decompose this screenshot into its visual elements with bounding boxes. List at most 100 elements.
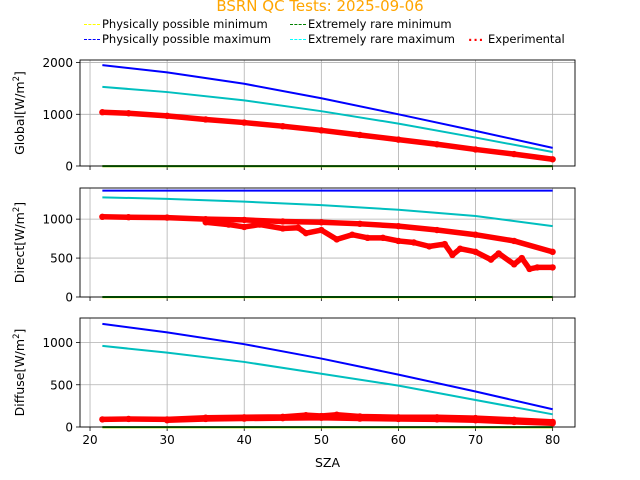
experimental-point — [472, 146, 479, 153]
experimental-point — [256, 221, 263, 228]
experimental-point — [510, 237, 518, 245]
y-tick-label: 2000 — [42, 56, 73, 70]
series-physically-possible-maximum — [102, 322, 553, 411]
experimental-point — [549, 156, 556, 163]
experimental-point — [99, 109, 106, 116]
experimental-point — [395, 222, 402, 230]
experimental-point — [318, 414, 325, 421]
experimental-point — [449, 251, 456, 259]
experimental-point — [241, 223, 248, 231]
experimental-point — [549, 264, 556, 271]
y-tick-label: 0 — [65, 291, 73, 305]
series-physically-possible-maximum — [102, 64, 553, 149]
x-tick-label: 40 — [237, 433, 252, 447]
legend-label: Extremely rare maximum — [308, 32, 455, 46]
experimental-point — [510, 150, 518, 158]
legend-item-phys-max: Physically possible maximum — [84, 32, 271, 46]
experimental-point — [318, 127, 325, 134]
legend-swatch — [84, 24, 100, 25]
legend-item-rare-max: Extremely rare maximum — [290, 32, 455, 46]
legend-label: Physically possible minimum — [102, 17, 268, 31]
legend-label: Experimental — [488, 32, 565, 46]
experimental-point — [125, 415, 132, 423]
experimental-point — [302, 229, 310, 237]
subplot-1: 0 500 1000 Direct[W/m2] — [12, 187, 576, 305]
experimental-point — [279, 225, 286, 232]
series-experimental — [99, 109, 556, 163]
experimental-point — [487, 256, 495, 263]
legend-swatch — [290, 24, 306, 25]
legend-label: Physically possible maximum — [102, 32, 272, 46]
experimental-point — [379, 234, 387, 242]
experimental-point — [510, 418, 518, 426]
y-axis-label: Direct[W/m2] — [12, 202, 27, 283]
subplot-2: 20 30 40 50 60 70 80 0 500 1000 Diffuse[W/m2] SZA — [12, 317, 576, 470]
series-experimental — [202, 219, 556, 272]
experimental-point — [202, 415, 209, 423]
experimental-point — [163, 112, 171, 120]
axes-frame — [79, 59, 576, 167]
axes-frame — [79, 317, 576, 428]
experimental-point — [241, 415, 248, 422]
x-tick-label: 30 — [159, 433, 174, 447]
experimental-point — [549, 248, 556, 256]
experimental-point — [279, 122, 286, 130]
experimental-point — [241, 216, 248, 224]
experimental-point — [348, 231, 356, 238]
experimental-point — [99, 416, 106, 423]
legend-swatch — [84, 39, 100, 40]
chart-title: BSRN QC Tests: 2025-09-06 — [216, 0, 424, 15]
series-group — [99, 64, 556, 168]
series-extremely-rare-maximum — [102, 85, 553, 154]
y-tick-label: 500 — [50, 252, 73, 266]
experimental-point — [163, 417, 171, 424]
experimental-point — [426, 243, 433, 250]
experimental-point — [395, 237, 402, 245]
experimental-point — [495, 250, 502, 257]
experimental-point — [318, 219, 325, 226]
experimental-point — [356, 415, 364, 422]
y-axis-label: Diffuse[W/m2] — [12, 329, 27, 417]
experimental-point — [456, 245, 464, 252]
experimental-point — [433, 226, 441, 234]
experimental-point — [202, 219, 209, 226]
experimental-point — [472, 417, 479, 424]
experimental-point — [333, 236, 340, 243]
x-tick-label: 80 — [545, 433, 560, 447]
experimental-point — [279, 218, 286, 225]
y-tick-label: 0 — [65, 421, 73, 435]
x-tick-label: 20 — [82, 433, 97, 447]
experimental-point — [163, 214, 171, 221]
experimental-point — [295, 224, 302, 231]
legend-item-phys-min: Physically possible minimum — [84, 17, 268, 31]
experimental-point — [356, 131, 364, 139]
y-tick-label: 0 — [65, 160, 73, 174]
series-group — [99, 322, 556, 429]
experimental-point — [225, 221, 233, 228]
experimental-point — [202, 116, 209, 123]
x-tick-label: 60 — [391, 433, 406, 447]
x-axis-label: SZA — [315, 455, 340, 470]
experimental-point — [125, 110, 132, 117]
experimental-point — [318, 226, 325, 234]
experimental-point — [241, 119, 248, 126]
experimental-point — [410, 239, 418, 246]
series-group — [99, 189, 556, 299]
axes-frame — [79, 187, 576, 298]
y-tick-label: 1000 — [42, 336, 73, 350]
legend-item-experimental: ··· Experimental — [468, 32, 565, 47]
experimental-point — [433, 416, 441, 423]
x-tick-label: 50 — [314, 433, 329, 447]
legend-item-rare-min: Extremely rare minimum — [290, 17, 452, 31]
y-tick-label: 1000 — [42, 213, 73, 227]
experimental-point — [356, 220, 364, 228]
experimental-point — [99, 213, 106, 221]
experimental-point — [125, 213, 132, 221]
experimental-point — [518, 254, 525, 262]
y-axis-label: Global[W/m2] — [12, 71, 27, 155]
legend-swatch — [290, 39, 306, 40]
experimental-point — [395, 415, 402, 423]
experimental-point — [526, 265, 533, 273]
legend-label: Extremely rare minimum — [308, 17, 452, 31]
subplot-0: 0 1000 2000 Global[W/m2] — [12, 56, 576, 174]
